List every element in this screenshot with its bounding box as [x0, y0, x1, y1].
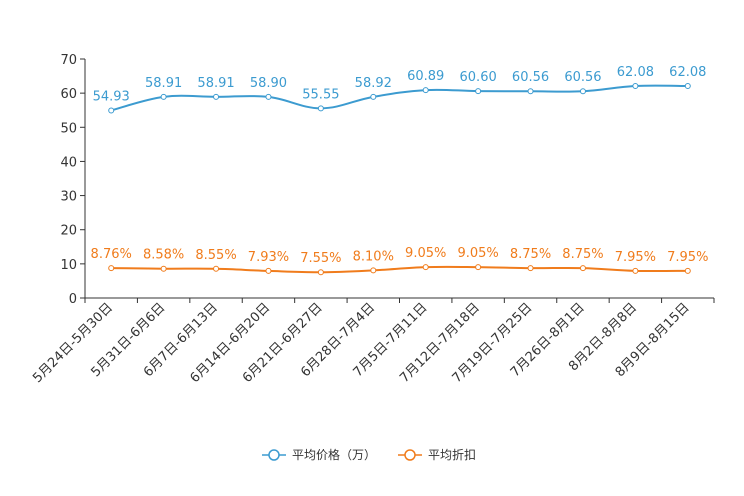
data-label: 7.55%: [300, 251, 341, 266]
data-label: 8.10%: [353, 249, 394, 264]
data-label: 58.92: [355, 76, 392, 91]
y-tick-label: 40: [60, 155, 77, 170]
data-point: [265, 267, 272, 274]
data-point: [160, 93, 167, 100]
data-point: [370, 267, 377, 274]
data-label: 8.58%: [143, 248, 184, 263]
series-layer: 54.93 58.91 58.91 58.90 55.55 58.92 60.89 60.60…: [91, 65, 708, 276]
y-axis: 0 10 20 30 40 50 60 70: [60, 53, 86, 307]
data-label: 7.93%: [248, 250, 289, 265]
data-label: 60.89: [407, 69, 444, 84]
data-point: [527, 88, 534, 95]
y-tick-label: 30: [60, 190, 77, 205]
data-label: 62.08: [669, 65, 706, 80]
data-point: [632, 83, 639, 90]
y-tick-label: 10: [60, 258, 77, 273]
data-point: [632, 267, 639, 274]
data-point: [160, 265, 167, 272]
data-point: [317, 269, 324, 276]
data-point: [684, 267, 691, 274]
data-label: 8.76%: [91, 247, 132, 262]
y-tick-label: 0: [69, 292, 77, 307]
data-point: [108, 265, 115, 272]
data-point: [108, 107, 115, 114]
x-axis: 5月24日-5月30日5月31日-6月6日6月7日-6月13日6月14日-6月2…: [30, 297, 715, 386]
data-point: [579, 88, 586, 95]
data-label: 9.05%: [405, 246, 446, 261]
series-0: 54.93 58.91 58.91 58.90 55.55 58.92 60.89 60.60…: [93, 65, 706, 114]
legend-item-0[interactable]: 平均价格（万）: [262, 447, 376, 462]
y-tick-label: 20: [60, 224, 77, 239]
data-label: 58.91: [197, 76, 234, 91]
data-point: [265, 93, 272, 100]
data-label: 60.56: [564, 70, 601, 85]
data-label: 60.60: [460, 70, 497, 85]
data-label: 8.55%: [195, 248, 236, 263]
series-1: 8.76% 8.58% 8.55% 7.93% 7.55% 8.10% 9.05% 9.05%…: [91, 246, 708, 276]
data-point: [422, 264, 429, 271]
data-point: [475, 88, 482, 95]
data-point: [475, 264, 482, 271]
data-point: [527, 265, 534, 272]
legend-marker-icon: [404, 449, 416, 461]
y-tick-label: 60: [60, 87, 77, 102]
data-point: [684, 83, 691, 90]
y-tick-label: 50: [60, 121, 77, 136]
data-point: [213, 265, 220, 272]
legend: 平均价格（万） 平均折扣: [262, 447, 476, 462]
legend-label: 平均价格（万）: [292, 447, 376, 462]
data-label: 58.91: [145, 76, 182, 91]
y-tick-label: 70: [60, 53, 77, 68]
data-point: [370, 93, 377, 100]
data-label: 62.08: [617, 65, 654, 80]
legend-label: 平均折扣: [428, 447, 476, 462]
data-label: 60.56: [512, 70, 549, 85]
data-label: 7.95%: [615, 250, 656, 265]
data-label: 8.75%: [562, 247, 603, 262]
data-label: 9.05%: [457, 246, 498, 261]
data-point: [422, 87, 429, 94]
data-label: 7.95%: [667, 250, 708, 265]
legend-marker-icon: [268, 449, 280, 461]
data-label: 8.75%: [510, 247, 551, 262]
data-label: 58.90: [250, 76, 287, 91]
series-line: [111, 265, 688, 274]
series-line: [110, 84, 688, 112]
data-label: 55.55: [302, 87, 339, 102]
data-label: 54.93: [93, 89, 130, 104]
legend-item-1[interactable]: 平均折扣: [398, 447, 476, 462]
data-point: [317, 105, 324, 112]
data-point: [579, 265, 586, 272]
data-point: [213, 93, 220, 100]
